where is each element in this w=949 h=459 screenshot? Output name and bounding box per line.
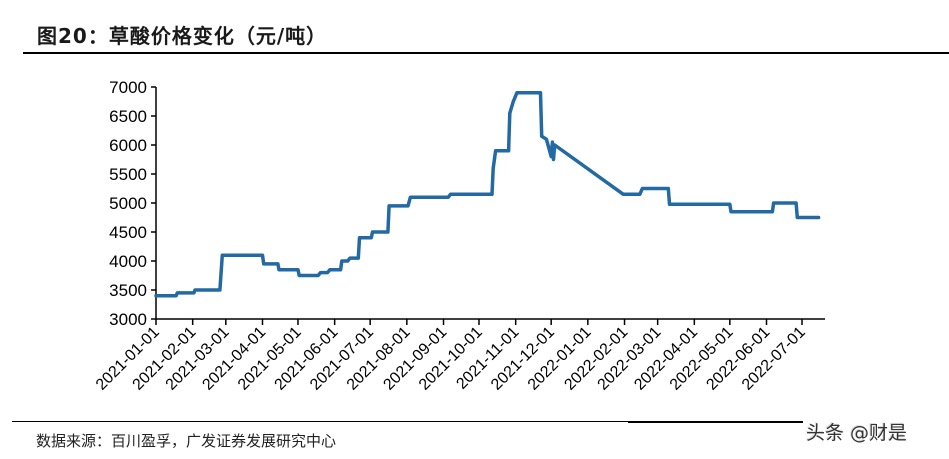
y-tick-label: 6500 [109,107,147,126]
y-tick-label: 7000 [109,78,147,97]
y-tick-label: 3500 [109,281,147,300]
x-axis: 2021-01-012021-02-012021-03-012021-04-01… [93,318,825,394]
y-tick-label: 5500 [109,165,147,184]
watermark: 头条 @财是 [806,422,908,444]
y-tick-label: 5000 [109,194,147,213]
title-divider [23,52,949,54]
chart-title: 图20：草酸价格变化（元/吨） [37,24,328,48]
y-tick-label: 3000 [109,310,147,329]
footer-divider-accent [628,421,803,423]
y-tick-label: 4500 [109,223,147,242]
footer-divider [12,421,794,422]
y-tick-label: 4000 [109,252,147,271]
data-source-note: 数据来源：百川盈孚，广发证券发展研究中心 [36,432,337,450]
y-tick-label: 6000 [109,136,147,155]
y-axis: 3000 3500 4000 4500 5000 5500 6000 6500 7000 [109,78,157,329]
line-chart: 3000 3500 4000 4500 5000 5500 6000 6500 7000 202… [93,78,825,394]
price-line [154,91,821,298]
